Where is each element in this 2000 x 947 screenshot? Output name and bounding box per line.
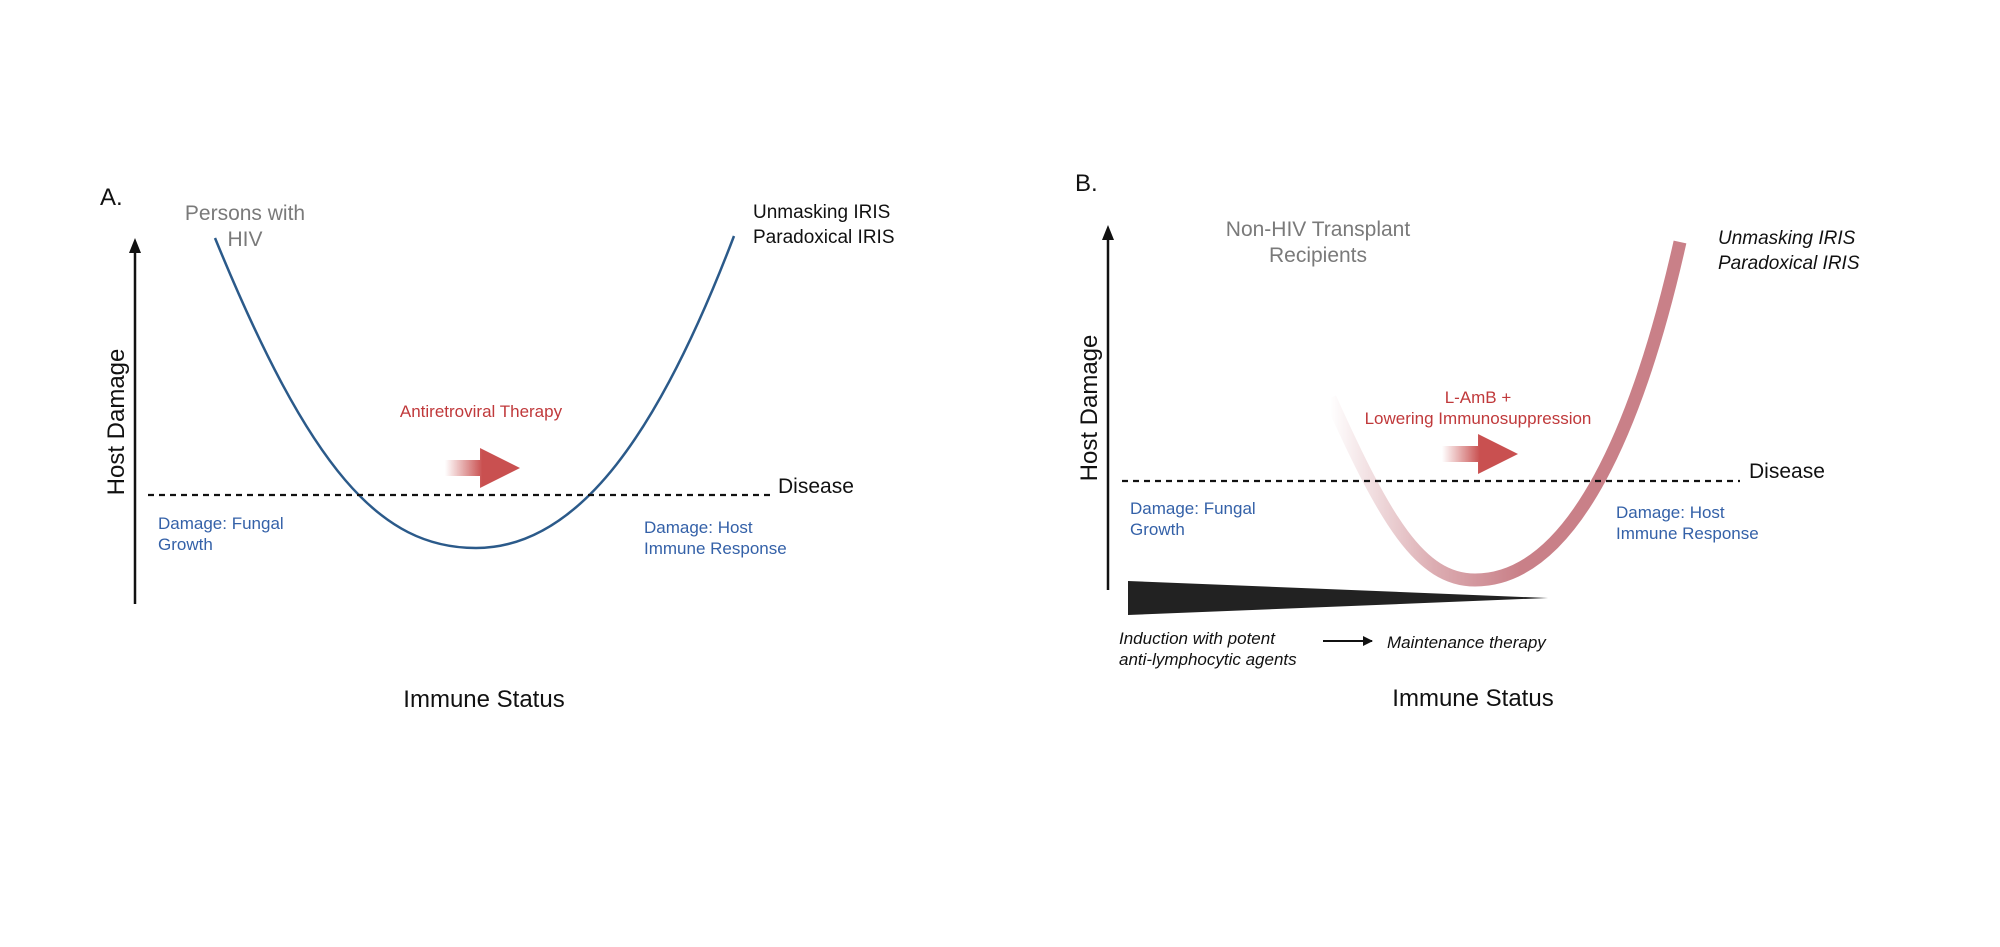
panel-b-induction-line1: Induction with potent <box>1119 629 1276 648</box>
panel-b-paradoxical-iris: Paradoxical IRIS <box>1718 253 1860 274</box>
panel-b-x-axis-label: Immune Status <box>1392 685 1553 712</box>
panel-b-y-axis-arrowhead <box>1102 225 1114 240</box>
panel-a-population-line2: HIV <box>227 228 262 251</box>
panel-b-damage-curve <box>1324 240 1687 587</box>
panel-b-host-damage-line2: Immune Response <box>1616 524 1759 543</box>
panel-b-therapy-line1: L-AmB + <box>1445 388 1512 407</box>
panel-a-disease-label: Disease <box>778 475 854 498</box>
panel-b-immunosuppression-wedge <box>1128 581 1548 615</box>
panel-a: A. Persons with HIV Unmasking IRIS Parad… <box>100 184 895 713</box>
panel-a-x-axis-label: Immune Status <box>403 686 564 713</box>
panel-a-fungal-damage-line1: Damage: Fungal <box>158 514 284 533</box>
panel-a-fungal-damage-line2: Growth <box>158 535 213 554</box>
panel-a-therapy-label: Antiretroviral Therapy <box>400 402 563 421</box>
panel-a-paradoxical-iris: Paradoxical IRIS <box>753 227 895 248</box>
panel-b-therapy-arrow <box>1442 434 1518 474</box>
panel-b-induction-line2: anti-lymphocytic agents <box>1119 650 1297 669</box>
panel-a-y-axis-label: Host Damage <box>103 349 130 496</box>
panel-b-maintenance-label: Maintenance therapy <box>1387 633 1547 652</box>
panel-b-population-line2: Recipients <box>1269 244 1367 267</box>
panel-b-therapy-line2: Lowering Immunosuppression <box>1365 409 1592 428</box>
panel-a-damage-curve <box>213 235 736 550</box>
panel-a-host-damage-line1: Damage: Host <box>644 518 753 537</box>
panel-b-population-line1: Non-HIV Transplant <box>1226 218 1411 241</box>
panel-b-host-damage-line1: Damage: Host <box>1616 503 1725 522</box>
panel-b-letter: B. <box>1075 170 1098 197</box>
panel-b-y-axis-label: Host Damage <box>1076 335 1103 482</box>
panel-a-unmasking-iris: Unmasking IRIS <box>753 202 890 223</box>
panel-a-host-damage-line2: Immune Response <box>644 539 787 558</box>
panel-b-fungal-damage-line2: Growth <box>1130 520 1185 539</box>
panel-a-letter: A. <box>100 184 123 211</box>
panel-b-fungal-damage-line1: Damage: Fungal <box>1130 499 1256 518</box>
panel-a-y-axis-arrowhead <box>129 238 141 253</box>
panel-b-disease-label: Disease <box>1749 460 1825 483</box>
panel-b-unmasking-iris: Unmasking IRIS <box>1718 228 1856 249</box>
panel-a-population-line1: Persons with <box>185 202 305 225</box>
panel-a-therapy-arrow <box>445 448 520 488</box>
panel-b: B. Non-HIV Transplant Recipients Unmaski… <box>1075 170 1860 712</box>
